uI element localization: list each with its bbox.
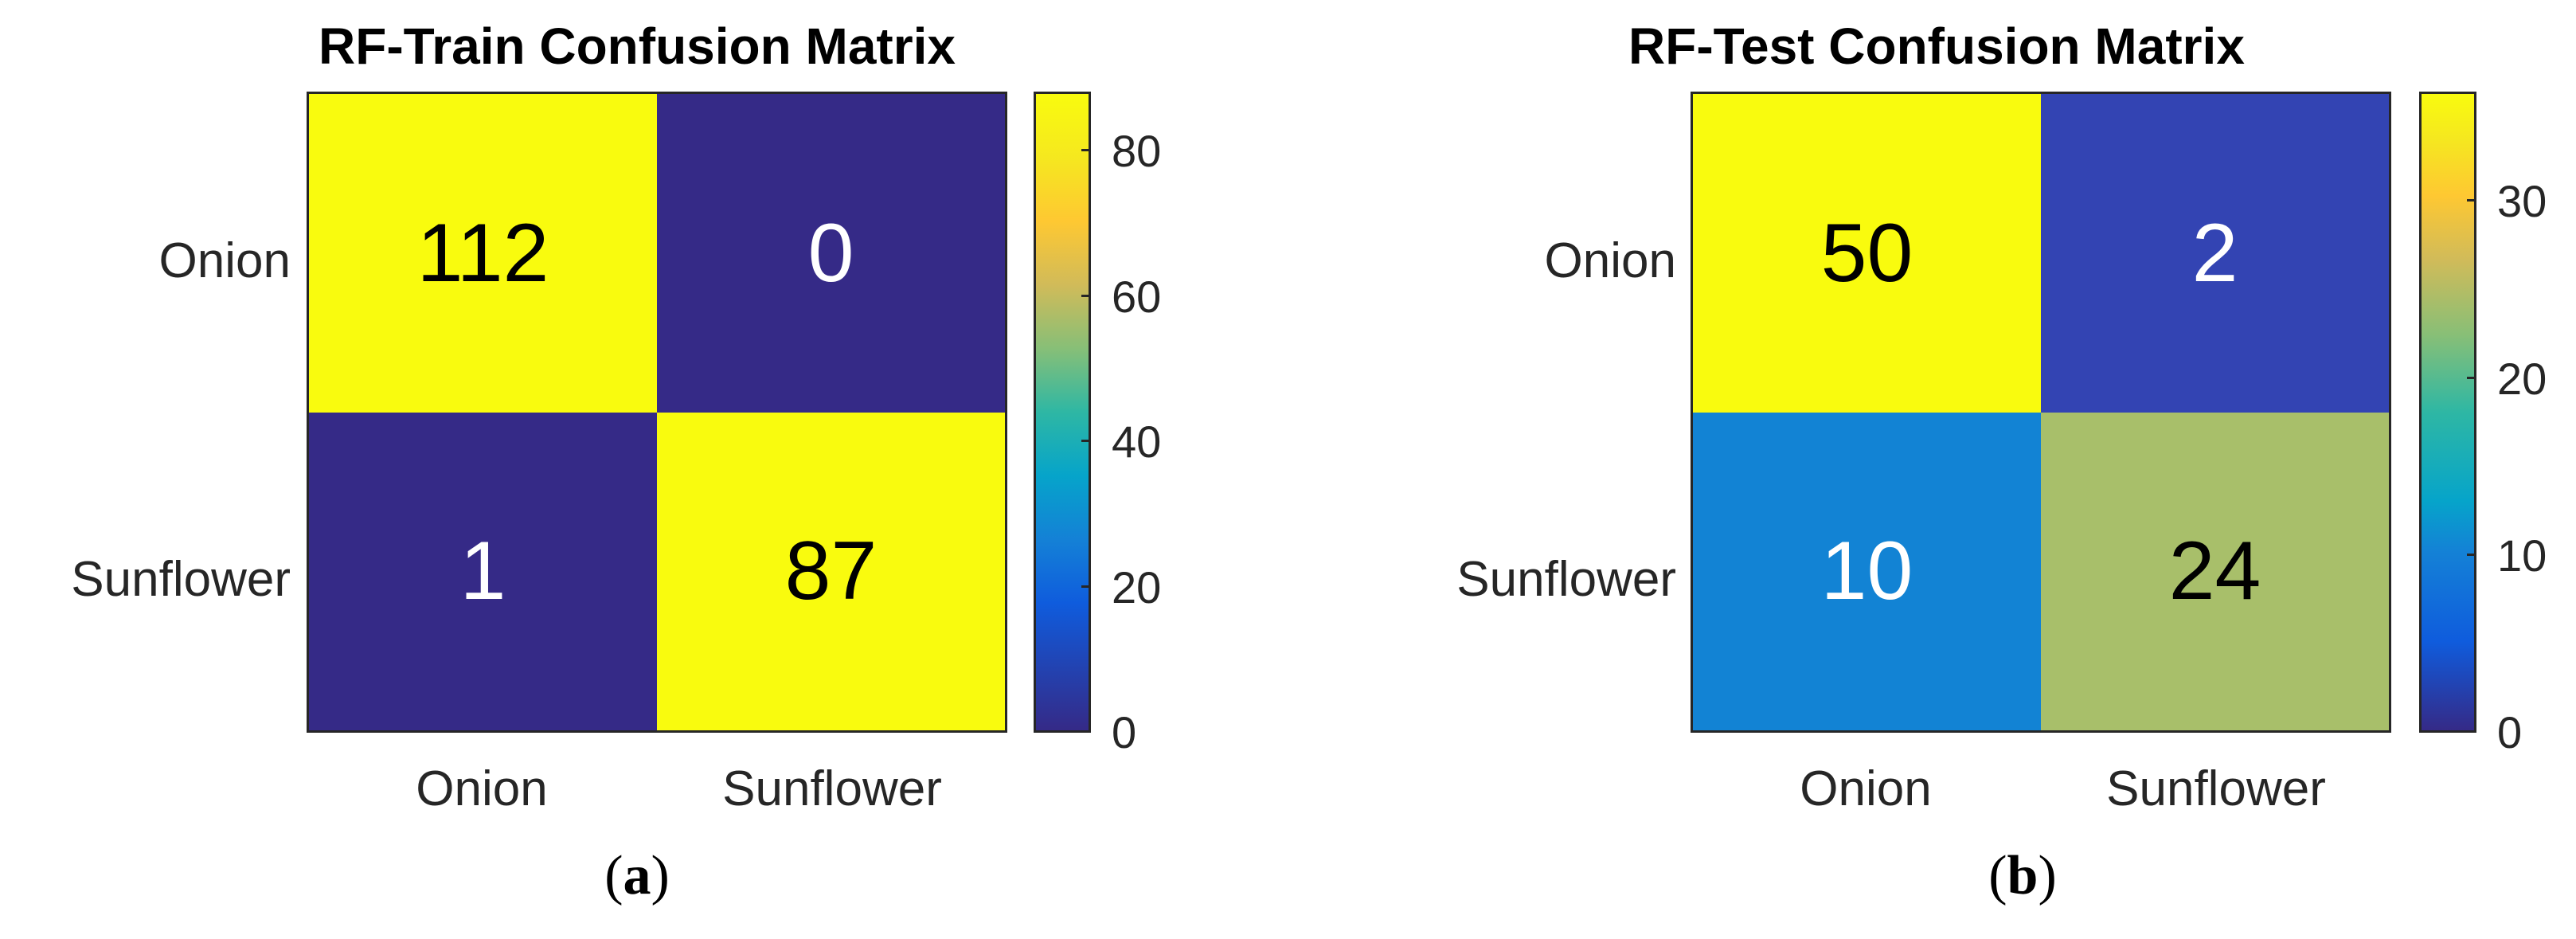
column-label: Onion (416, 761, 548, 816)
matrix-cell: 24 (2041, 413, 2389, 730)
colorbar-tick-label: 10 (2497, 530, 2547, 581)
panel-caption: (b) (1988, 845, 2057, 906)
colorbar-tick (2467, 377, 2476, 379)
matrix-cell: 112 (309, 94, 657, 413)
colorbar-tick-label: 80 (1112, 126, 1162, 176)
row-label: Sunflower (71, 552, 291, 607)
colorbar-tick-label: 30 (2497, 176, 2547, 226)
matrix-cell: 2 (2041, 94, 2389, 413)
chart-title: RF-Test Confusion Matrix (1628, 18, 2245, 75)
column-label: Sunflower (722, 761, 942, 816)
column-label: Onion (1800, 761, 1932, 816)
matrix-cell: 10 (1693, 413, 2041, 730)
matrix-grid: 112 0 1 87 (307, 92, 1007, 733)
colorbar-tick-label: 20 (2497, 354, 2547, 404)
confusion-matrix-panel-test: RF-Test Confusion Matrix 50 2 10 24 Onio… (1298, 0, 2576, 939)
colorbar-tick (2467, 730, 2476, 733)
colorbar-tick-label: 20 (1112, 562, 1162, 612)
colorbar-tick (1081, 149, 1091, 151)
colorbar (1034, 92, 1091, 733)
colorbar-tick (2467, 199, 2476, 201)
colorbar-tick (2467, 554, 2476, 556)
colorbar-tick-label: 0 (1112, 707, 1137, 757)
matrix-cell: 87 (657, 413, 1005, 730)
panel-caption: (a) (604, 845, 670, 906)
chart-title: RF-Train Confusion Matrix (319, 18, 956, 75)
row-label: Onion (1544, 233, 1676, 288)
matrix-cell: 0 (657, 94, 1005, 413)
row-label: Sunflower (1456, 552, 1676, 607)
column-label: Sunflower (2106, 761, 2326, 816)
row-label: Onion (158, 233, 291, 288)
colorbar-tick (1081, 295, 1091, 297)
matrix-grid: 50 2 10 24 (1691, 92, 2391, 733)
caption-letter: a (623, 845, 651, 906)
colorbar-tick (1081, 585, 1091, 588)
colorbar (2419, 92, 2476, 733)
matrix-cell: 1 (309, 413, 657, 730)
colorbar-tick (1081, 730, 1091, 733)
colorbar-tick-label: 40 (1112, 417, 1162, 467)
colorbar-tick-label: 60 (1112, 272, 1162, 322)
colorbar-tick-label: 0 (2497, 707, 2523, 757)
colorbar-tick (1081, 440, 1091, 442)
confusion-matrix-panel-train: RF-Train Confusion Matrix 112 0 1 87 Oni… (71, 18, 1162, 906)
matrix-cell: 50 (1693, 94, 2041, 413)
caption-letter: b (2007, 845, 2039, 906)
